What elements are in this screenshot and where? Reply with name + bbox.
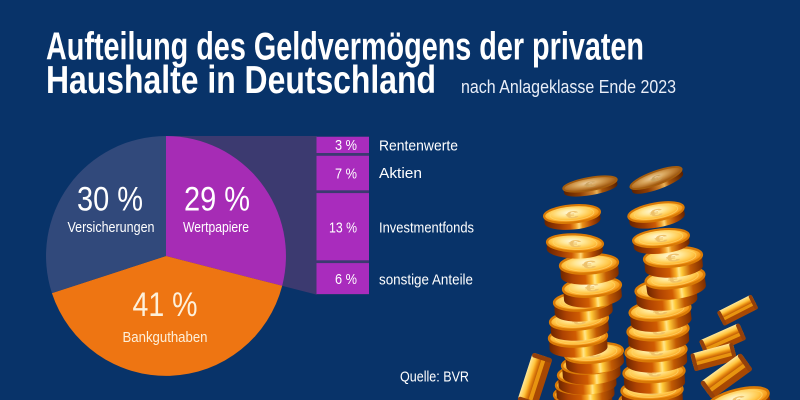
svg-text:nach Anlageklasse Ende 2023: nach Anlageklasse Ende 2023 [461,77,676,97]
svg-text:3 %: 3 % [335,137,357,154]
svg-text:Rentenwerte: Rentenwerte [379,138,458,155]
svg-text:Wertpapiere: Wertpapiere [183,219,249,236]
svg-text:Bankguthaben: Bankguthaben [123,329,208,346]
svg-text:Quelle: BVR: Quelle: BVR [400,369,469,386]
svg-text:Aktien: Aktien [379,165,422,182]
svg-text:41 %: 41 % [133,286,198,324]
svg-text:Versicherungen: Versicherungen [68,219,155,236]
svg-text:sonstige Anteile: sonstige Anteile [379,272,473,289]
svg-text:Haushalte in Deutschland: Haushalte in Deutschland [46,59,436,102]
svg-text:13 %: 13 % [329,220,357,237]
svg-text:7 %: 7 % [335,165,357,182]
svg-text:Investmentfonds: Investmentfonds [379,220,474,237]
svg-text:6 %: 6 % [335,271,357,288]
svg-text:30 %: 30 % [77,180,143,218]
svg-text:Aufteilung des Geldvermögens d: Aufteilung des Geldvermögens der private… [46,26,644,69]
svg-text:29 %: 29 % [184,180,250,218]
